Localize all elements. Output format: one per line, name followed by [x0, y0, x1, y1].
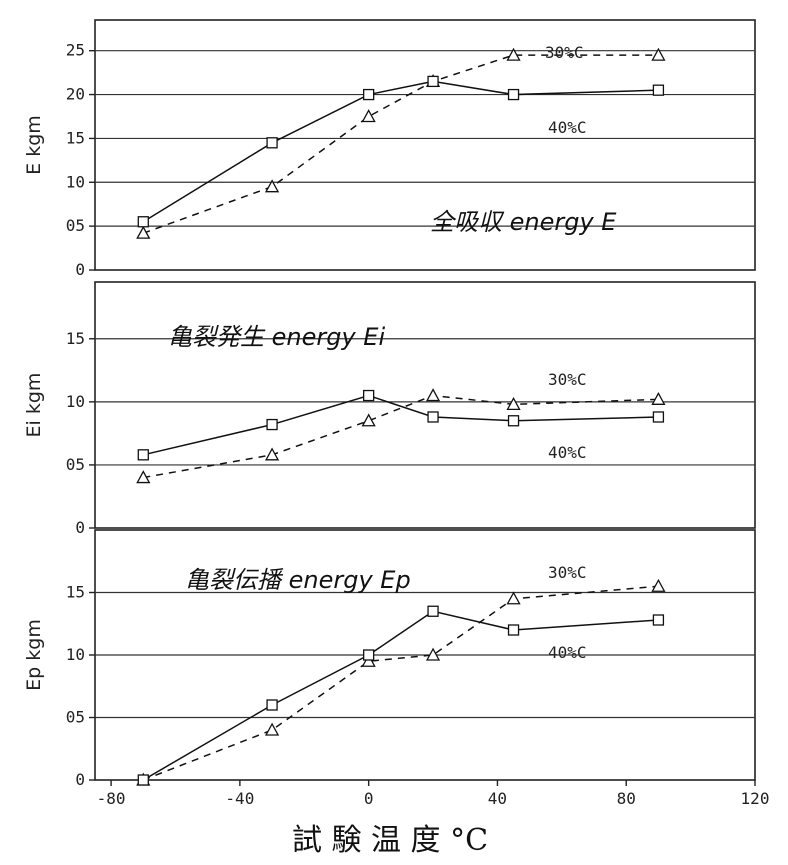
series-line	[143, 394, 659, 456]
data-point-square	[652, 411, 665, 423]
series-line	[142, 80, 659, 223]
y-tick-label: 0	[75, 770, 85, 789]
data-point-triangle	[651, 391, 666, 405]
data-point-triangle	[506, 397, 521, 411]
panel-annotation: 亀裂発生 energy Ei	[168, 323, 385, 351]
data-point-triangle	[136, 470, 151, 484]
series-label: 30%C	[548, 370, 587, 389]
data-point-square	[266, 418, 278, 431]
y-tick-label: 10	[66, 392, 85, 411]
data-point-triangle	[651, 47, 666, 61]
data-point-square	[266, 137, 278, 149]
x-tick-label: 120	[741, 789, 770, 808]
y-tick-label: 10	[66, 645, 85, 664]
data-point-square	[507, 624, 520, 636]
data-point-triangle	[264, 179, 280, 193]
data-point-square	[427, 411, 439, 423]
data-point-square	[427, 75, 439, 88]
y-tick-label: 20	[66, 85, 85, 104]
y-tick-label: 10	[66, 172, 85, 191]
data-point-square	[266, 699, 278, 711]
y-axis-label: E kgm	[23, 115, 45, 175]
y-tick-label: 05	[66, 455, 85, 474]
y-tick-label: 0	[75, 518, 85, 537]
data-point-triangle	[264, 722, 280, 736]
y-tick-label: 15	[66, 329, 85, 348]
series-label: 40%C	[548, 443, 587, 462]
y-tick-label: 05	[66, 708, 85, 727]
x-tick-label: 0	[364, 789, 374, 808]
data-point-triangle	[361, 653, 376, 667]
data-point-square	[507, 415, 520, 427]
data-point-triangle	[651, 578, 666, 592]
series-label: 30%C	[545, 43, 584, 62]
x-axis: -80 -40 0 40 80 120	[97, 780, 770, 808]
data-point-triangle	[506, 591, 521, 605]
panel-annotation: 全吸収 energy E	[430, 208, 617, 236]
y-tick-label: 0	[75, 260, 85, 279]
y-tick-label: 05	[66, 216, 85, 235]
data-point-triangle	[506, 47, 521, 61]
data-point-triangle	[425, 647, 441, 661]
y-tick-label: 15	[66, 128, 85, 147]
panel-annotation: 亀裂伝播 energy Ep	[185, 566, 411, 594]
data-point-square	[363, 88, 375, 101]
x-axis-label: 試 験 温 度 °C	[292, 823, 488, 858]
data-point-square	[652, 84, 665, 96]
data-point-triangle	[264, 447, 280, 461]
x-tick-label: -40	[225, 789, 254, 808]
data-point-triangle	[136, 225, 151, 239]
data-point-square	[507, 88, 520, 101]
series-label: 40%C	[548, 118, 587, 137]
panel-crack-propagation-energy: 0 05 10 15 Ep kgm 亀裂伝播 energy Ep	[23, 529, 756, 789]
panel-total-energy: 0 05 10 15 20 25 E kgm 全吸収 energy E	[23, 19, 756, 279]
series-label: 30%C	[548, 563, 587, 582]
series-line	[143, 585, 659, 781]
series-label: 40%C	[548, 643, 587, 662]
data-point-triangle	[425, 388, 441, 402]
y-tick-label: 25	[66, 41, 85, 60]
data-point-triangle	[361, 109, 376, 123]
data-point-square	[427, 605, 439, 617]
plot-frame	[94, 281, 756, 529]
data-point-square	[363, 649, 375, 661]
panel-crack-initiation-energy: 0 05 10 15 Ei kgm 亀裂発生 energy Ei 30%C 40%C 30%C 4…	[23, 43, 756, 662]
series-line	[143, 54, 659, 234]
x-tick-label: 40	[488, 789, 507, 808]
data-point-triangle	[361, 413, 376, 427]
y-axis-label: Ei kgm	[23, 373, 45, 438]
x-tick-label: -80	[97, 789, 126, 808]
data-point-square	[137, 449, 149, 461]
series-line	[143, 394, 659, 479]
data-point-square	[363, 389, 375, 402]
data-point-square	[652, 614, 665, 626]
data-point-square	[137, 216, 149, 228]
series-line	[142, 610, 659, 781]
x-tick-label: 80	[617, 789, 636, 808]
y-tick-label: 15	[66, 583, 85, 602]
y-axis-label: Ep kgm	[23, 619, 45, 691]
plot-frame	[94, 19, 756, 271]
data-point-square	[137, 774, 149, 786]
